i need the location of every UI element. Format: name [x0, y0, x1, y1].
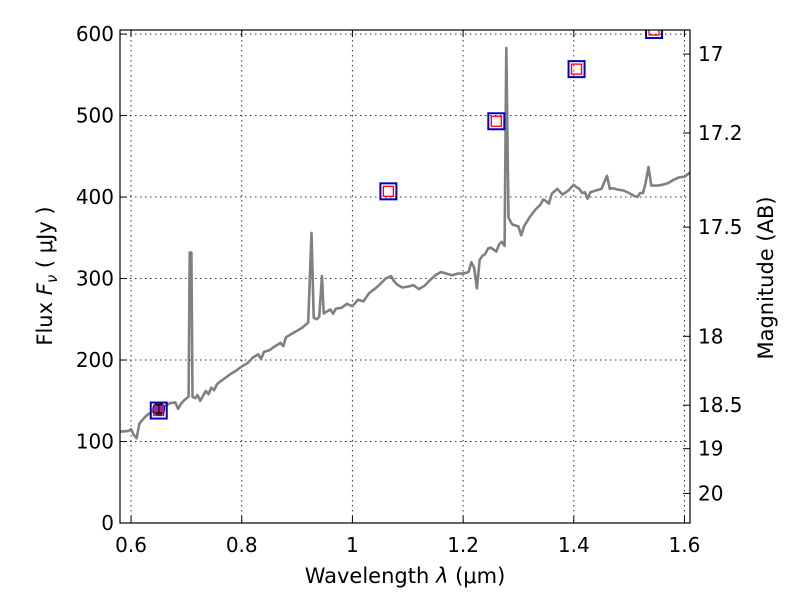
photometry-model-box — [490, 115, 502, 127]
y2-tick-label: 19 — [698, 437, 723, 461]
photometry-box — [645, 30, 664, 39]
y2-tick-label: 17 — [698, 42, 723, 66]
y-tick-label: 300 — [76, 267, 114, 291]
photometry-model-box — [570, 63, 583, 75]
photometry-box — [487, 112, 506, 131]
y2-tick-label: 18.5 — [698, 393, 743, 417]
x-tick-label: 1.6 — [669, 533, 701, 557]
y2-tick-label: 20 — [698, 481, 723, 505]
x-axis-label: Wavelength λ (μm) — [305, 564, 506, 588]
photometry-model-box — [648, 30, 660, 36]
plot-frame — [119, 29, 691, 524]
y-tick-label: 400 — [76, 185, 114, 209]
photometry-box — [567, 60, 586, 79]
axis-ticks: 0.6 0.8 1 1.2 1.4 1.6 0 100 200 300 400 500 600 17 17.… — [76, 22, 743, 557]
x-tick-label: 1.2 — [447, 533, 479, 557]
y-tick-label: 100 — [76, 430, 114, 454]
x-tick-label: 0.8 — [226, 533, 258, 557]
spectrum-line — [120, 46, 690, 440]
y2-tick-label: 17.2 — [698, 121, 743, 145]
photometry-model-box — [382, 185, 395, 197]
photometry-box — [379, 182, 398, 201]
x-tick-label: 1 — [346, 533, 359, 557]
y-axis-label: Flux Fν ( μJy ) — [33, 206, 61, 345]
y-tick-label: 0 — [101, 511, 114, 535]
y-tick-label: 600 — [76, 22, 114, 46]
plot-area — [120, 30, 690, 440]
x-tick-label: 1.4 — [558, 533, 590, 557]
y-tick-label: 500 — [76, 104, 114, 128]
y2-tick-label: 18 — [698, 324, 723, 348]
x-tick-label: 0.6 — [115, 533, 147, 557]
y2-tick-label: 17.5 — [698, 215, 743, 239]
grid — [120, 30, 690, 524]
y-tick-label: 200 — [76, 348, 114, 372]
y2-axis-label: Magnitude (AB) — [754, 196, 778, 359]
